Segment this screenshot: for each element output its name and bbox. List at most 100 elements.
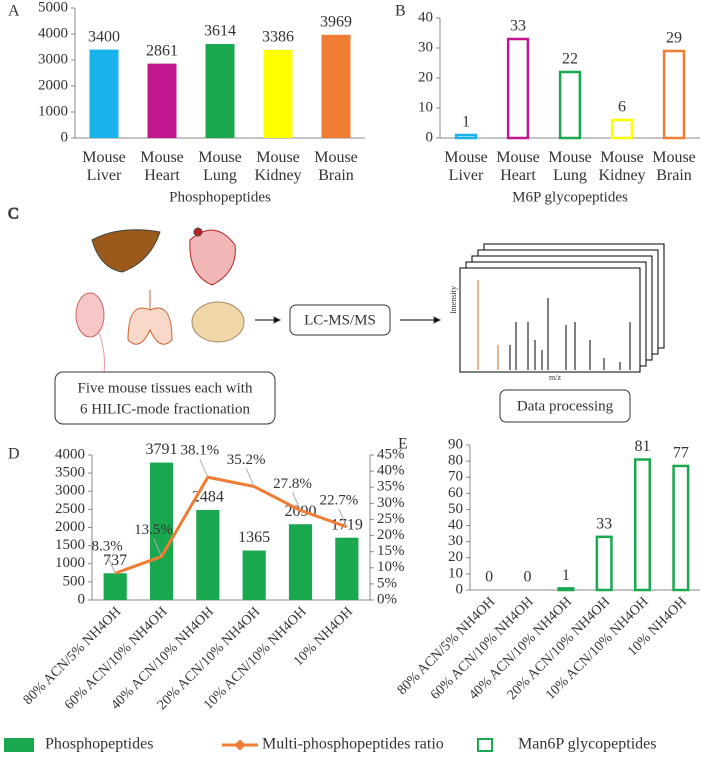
leader-line [245, 468, 255, 487]
panel-label: C [8, 206, 19, 223]
value-label: 1 [462, 114, 470, 131]
y-tick-label: 50 [448, 501, 463, 517]
y-tick-label: 4000 [38, 25, 68, 41]
value-label: 2861 [146, 42, 178, 59]
y-tick-label: 0 [426, 129, 434, 145]
x-tick-label: Mouse Kidney [598, 149, 645, 184]
y-tick-label: 20 [448, 549, 463, 565]
bar [454, 133, 478, 140]
output-label: Data processing [517, 398, 614, 414]
bar [633, 458, 652, 592]
bar [557, 587, 575, 592]
value-label: 737 [103, 552, 127, 569]
line [114, 475, 348, 575]
bar [558, 70, 582, 140]
y2-tick-label: 0% [377, 591, 397, 607]
x-tick-label: Mouse Brain [314, 149, 358, 184]
bar [103, 573, 127, 600]
value-label: 81 [635, 438, 651, 455]
y-tick-label: 10 [418, 99, 433, 115]
y-tick-label: 2000 [38, 77, 68, 93]
liver-icon [91, 229, 161, 273]
instrument-box [289, 304, 391, 336]
leader-line [199, 459, 209, 478]
heart-vessel [193, 227, 203, 237]
leader-line [338, 508, 348, 528]
y-tick-label: 500 [63, 573, 86, 589]
legend-label: Multi-phosphopeptides ratio [262, 736, 444, 753]
value-label: 33 [596, 516, 612, 533]
bar [506, 37, 530, 140]
bar [89, 49, 119, 138]
spectrum-y-label: Intensity [449, 286, 458, 314]
x-tick-label: Mouse Liver [82, 149, 126, 184]
legend-label: Man6P glycopeptides [518, 736, 657, 753]
y2-tick-label: 20% [377, 527, 405, 543]
y-tick-label: 10 [448, 565, 463, 581]
arrow-head [433, 316, 442, 324]
y-tick-label: 20 [418, 69, 433, 85]
diagram: C LC-MS/MS Intensity m/z Five mouse tiss… [8, 205, 665, 425]
value-label: 3969 [320, 13, 352, 30]
y-tick-label: 1000 [38, 103, 68, 119]
bar [321, 34, 351, 138]
value-label: 1365 [238, 529, 270, 546]
y-tick-label: 0 [456, 581, 464, 597]
samples-line: Five mouse tissues each with [78, 380, 253, 396]
bar [610, 118, 634, 140]
legend-marker [234, 739, 246, 751]
output-box [499, 389, 631, 423]
x-tick-label: Mouse Heart [496, 149, 540, 184]
y-tick-label: 0 [61, 129, 69, 145]
bar [242, 550, 266, 600]
x-tick-label: Mouse Lung [198, 149, 242, 184]
value-label: 0 [524, 569, 532, 586]
lung-icon [127, 290, 173, 345]
y2-tick-label: 30% [377, 495, 405, 511]
y-tick-label: 4000 [55, 446, 85, 462]
samples-box [54, 371, 276, 425]
y-tick-label: 80 [448, 453, 463, 469]
value-label: 3400 [88, 28, 120, 45]
instrument-label: LC-MS/MS [304, 312, 376, 328]
legend-swatch [477, 738, 493, 752]
y2-tick-label: 5% [377, 575, 397, 591]
bar [149, 462, 174, 600]
y-tick-label: 30 [448, 533, 463, 549]
leader-line [153, 538, 162, 557]
legend-swatch [4, 738, 34, 752]
bar [335, 537, 359, 600]
arrow-head [273, 316, 282, 324]
y-tick-label: 1000 [55, 555, 85, 571]
bar [595, 535, 613, 592]
value-label: 29 [666, 30, 682, 47]
y2-tick-label: 25% [377, 511, 405, 527]
value-label: 22.7% [319, 492, 358, 508]
bar [288, 524, 313, 600]
y-tick-label: 3500 [55, 465, 85, 481]
y-tick-label: 2000 [55, 519, 85, 535]
value-label: 13.5% [134, 522, 173, 538]
y2-tick-label: 35% [377, 479, 405, 495]
y2-tick-label: 45% [377, 446, 405, 462]
panel-label: E [398, 436, 408, 453]
x-tick-label: Mouse Heart [140, 149, 184, 184]
panel-label: B [395, 3, 406, 20]
y-tick-label: 40 [448, 517, 463, 533]
y-tick-label: 0 [78, 591, 86, 607]
value-label: 1 [562, 567, 570, 584]
spectrum-frame [459, 267, 641, 373]
bar [672, 464, 690, 592]
x-tick-label: Mouse Kidney [254, 149, 301, 184]
bar [263, 49, 293, 138]
bar [147, 63, 177, 138]
brain-icon [191, 301, 245, 343]
y-tick-label: 40 [418, 9, 433, 25]
y2-tick-label: 10% [377, 559, 405, 575]
value-label: 77 [673, 445, 689, 462]
y-tick-label: 70 [448, 469, 463, 485]
legend-label: Phosphopeptides [45, 736, 153, 753]
x-tick-label: Mouse Lung [548, 149, 592, 184]
bar [205, 44, 235, 139]
x-tick-label: Mouse Brain [652, 149, 696, 184]
